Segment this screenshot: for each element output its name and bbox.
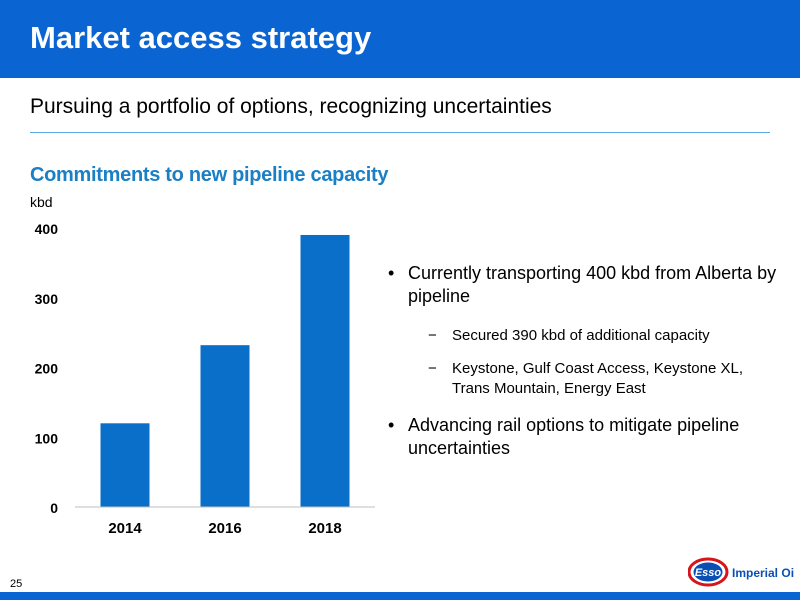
chart-title: Commitments to new pipeline capacity [30,164,389,186]
esso-badge-text: Esso [695,567,722,579]
bullet-text: Currently transporting 400 kbd from Albe… [408,263,777,306]
bullet-item: • Currently transporting 400 kbd from Al… [388,262,778,308]
y-tick-label: 0 [50,500,58,516]
chart-unit-label: kbd [30,194,53,210]
esso-imperial-oil-logo: Esso Imperial Oil [688,557,794,587]
slide-title: Market access strategy [30,20,372,55]
page-number: 25 [10,578,23,590]
sub-bullet-text: Keystone, Gulf Coast Access, Keystone XL… [452,360,743,397]
y-tick-label: 100 [35,430,59,446]
bullet-item: • Advancing rail options to mitigate pip… [388,414,778,460]
sub-bullet-mark: − [428,360,437,377]
company-name: Imperial Oil [732,566,794,580]
bullet-mark: • [388,415,395,435]
sub-bullet-item: − Secured 390 kbd of additional capacity [388,326,778,346]
y-tick-label: 300 [35,291,59,307]
bottom-bar [0,592,800,600]
x-tick-label: 2014 [108,520,142,537]
bullet-text: Advancing rail options to mitigate pipel… [408,415,740,458]
sub-bullet-item: − Keystone, Gulf Coast Access, Keystone … [388,359,778,399]
y-tick-label: 400 [35,221,59,237]
bullet-mark: • [388,263,395,283]
bar-chart: 0 100 200 300 400 2014 2016 2018 [35,221,375,537]
slide-subtitle: Pursuing a portfolio of options, recogni… [30,95,552,118]
sub-bullet-text: Secured 390 kbd of additional capacity [452,327,710,344]
bar [100,423,150,507]
bar [200,345,250,507]
bullet-list: • Currently transporting 400 kbd from Al… [388,262,778,460]
bar [300,234,350,507]
esso-badge [693,562,723,582]
divider [30,132,770,133]
y-tick-label: 200 [35,361,59,377]
x-tick-label: 2018 [308,520,341,537]
sub-bullet-mark: − [428,327,437,344]
x-tick-label: 2016 [208,520,241,537]
title-bar [0,0,800,78]
